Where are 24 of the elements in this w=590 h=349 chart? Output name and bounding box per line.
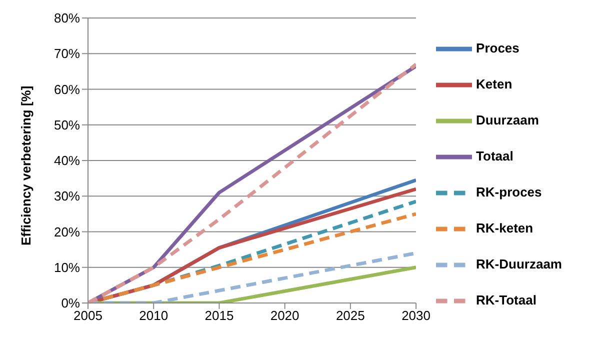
legend-label: RK-proces <box>476 184 542 199</box>
y-tick-label: 50% <box>54 117 80 132</box>
legend-label: Duurzaam <box>476 112 539 127</box>
x-tick-label: 2010 <box>139 308 168 324</box>
legend-label: RK-keten <box>476 220 534 235</box>
legend-label: Keten <box>476 76 512 91</box>
y-tick-label: 20% <box>54 224 80 240</box>
y-tick-label: 10% <box>54 260 80 275</box>
x-tick-label: 2015 <box>204 308 234 324</box>
legend-label: RK-Totaal <box>476 292 536 307</box>
y-tick-label: 30% <box>54 188 80 204</box>
legend-label: Totaal <box>476 148 514 163</box>
y-tick-label: 70% <box>54 46 80 62</box>
y-tick-label: 40% <box>54 153 80 168</box>
x-tick-label: 2020 <box>270 308 300 324</box>
y-tick-label: 60% <box>54 82 80 97</box>
y-axis-title: Efficiency verbetering [%] <box>18 86 34 246</box>
legend-label: Proces <box>476 40 520 55</box>
legend-label: RK-Duurzaam <box>476 256 562 271</box>
x-tick-label: 2025 <box>336 308 365 324</box>
x-tick-label: 2005 <box>74 308 102 324</box>
y-tick-label: 0% <box>61 296 80 311</box>
x-tick-label: 2030 <box>402 308 430 324</box>
y-tick-label: 80% <box>54 10 80 26</box>
